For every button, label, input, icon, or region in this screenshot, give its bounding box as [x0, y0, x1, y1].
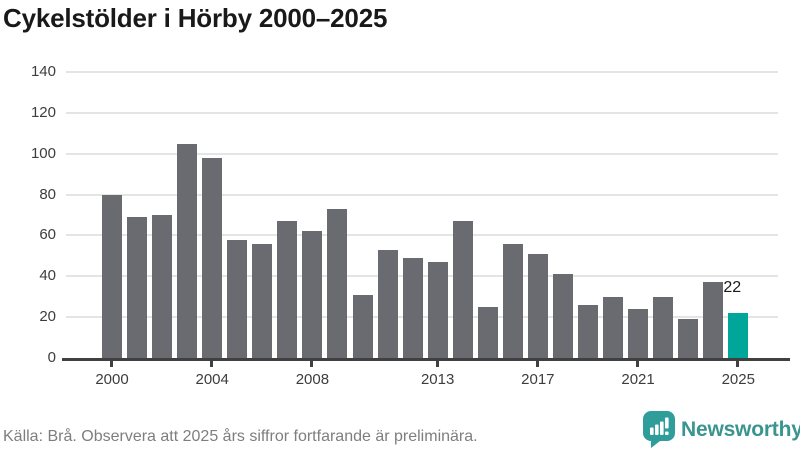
x-axis-tick-label: 2021	[621, 371, 655, 388]
source-note: Källa: Brå. Observera att 2025 års siffr…	[3, 428, 478, 445]
bar-2025	[728, 313, 749, 358]
y-axis-tick-label: 20	[39, 308, 56, 326]
y-axis-tick-label: 40	[39, 267, 56, 285]
bar-2010	[352, 294, 373, 358]
bar-2013	[427, 261, 448, 358]
y-axis-tick-label: 120	[30, 103, 56, 121]
x-axis-tick	[636, 361, 640, 367]
gridline-140	[66, 71, 778, 73]
bar-2012	[402, 257, 423, 358]
x-axis-line	[62, 358, 790, 361]
bar-2021	[628, 308, 649, 358]
x-axis-tick-label: 2025	[721, 371, 755, 388]
chart-title: Cykelstölder i Hörby 2000–2025	[3, 3, 388, 33]
bar-2018	[552, 274, 573, 358]
x-axis-tick	[435, 361, 439, 367]
bar-2006	[252, 243, 273, 358]
x-axis-tick	[535, 361, 539, 367]
x-axis-tick	[736, 361, 740, 367]
bar-2001	[127, 217, 148, 358]
bar-2008	[302, 231, 323, 358]
y-axis-tick-label: 140	[30, 63, 56, 80]
y-axis-tick-label: 60	[39, 226, 56, 244]
gridline-80	[66, 193, 778, 196]
x-axis-tick-label: 2004	[195, 371, 229, 388]
x-axis-tick	[210, 361, 214, 367]
bar-2000	[102, 194, 122, 358]
bar-2015	[477, 306, 498, 358]
bar-2020	[603, 296, 623, 358]
bar-2017	[527, 253, 548, 358]
newsworthy-logo[interactable]: Newsworthy	[643, 411, 800, 448]
x-axis-tick-label: 2008	[295, 371, 330, 388]
bar-2011	[377, 249, 398, 358]
y-axis-tick-label: 0	[47, 349, 56, 366]
y-axis-tick-label: 100	[30, 144, 56, 162]
highlight-value-label: 22	[723, 279, 742, 296]
bar-2019	[577, 304, 598, 358]
bar-2007	[277, 221, 298, 358]
bar-2014	[452, 221, 473, 358]
bar-2003	[177, 143, 198, 358]
bar-2022	[653, 296, 674, 358]
bar-2023	[678, 319, 699, 358]
newsworthy-wordmark: Newsworthy	[681, 417, 800, 441]
bar-chart-speech-bubble-icon	[643, 411, 676, 448]
bar-2024	[703, 282, 724, 358]
bar-2009	[327, 208, 348, 358]
gridline-60	[66, 234, 778, 237]
bar-2005	[227, 239, 248, 358]
gridline-100	[66, 152, 778, 155]
y-axis-tick-label: 80	[39, 185, 56, 203]
x-axis-tick-label: 2000	[95, 371, 129, 388]
bar-2002	[152, 215, 173, 358]
bar-2004	[202, 157, 223, 358]
x-axis-tick	[110, 361, 113, 367]
x-axis-tick	[310, 361, 314, 367]
gridline-120	[66, 111, 778, 114]
x-axis-tick-label: 2017	[521, 371, 555, 388]
x-axis-tick-label: 2013	[420, 371, 455, 388]
bar-2016	[502, 243, 523, 358]
